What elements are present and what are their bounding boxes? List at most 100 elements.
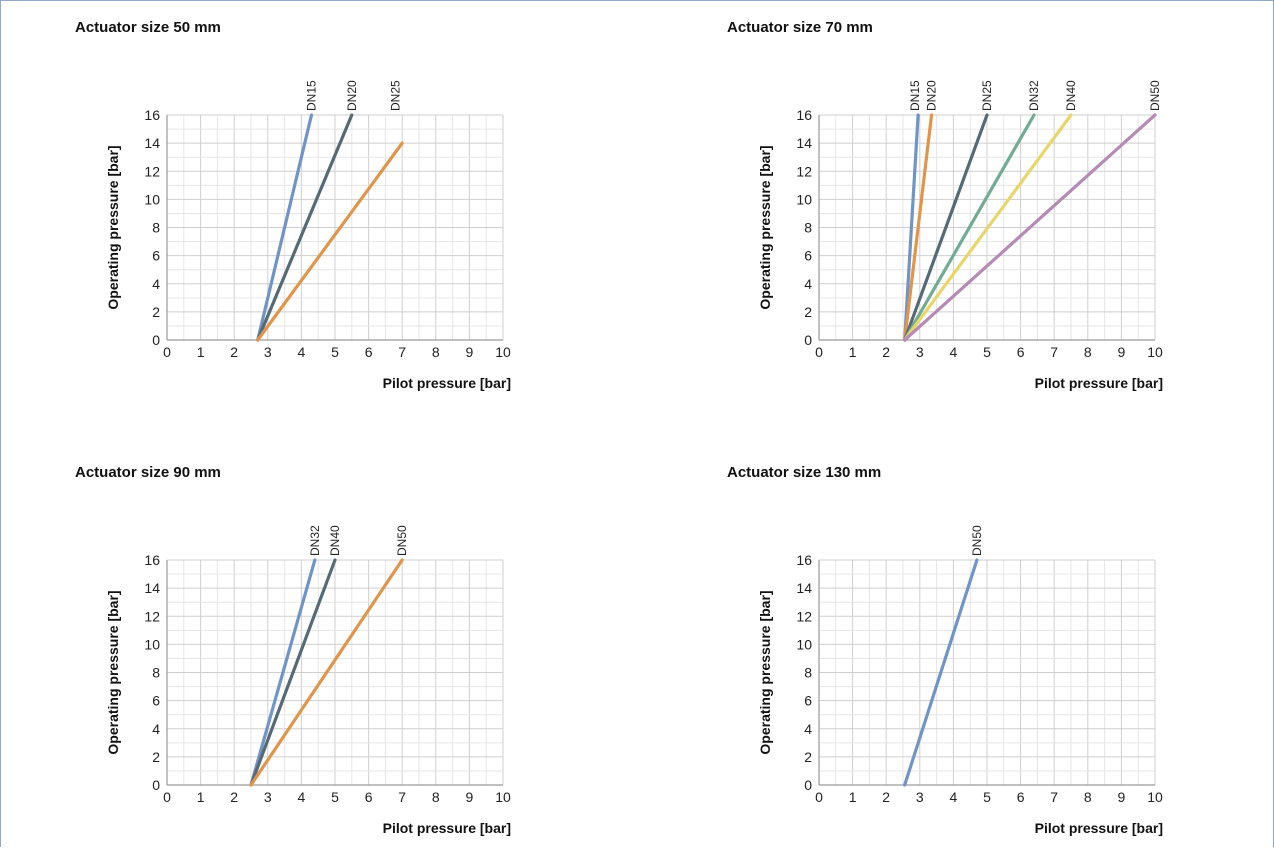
series-line-dn20 xyxy=(903,113,934,342)
y-tick-label: 10 xyxy=(796,191,812,207)
x-tick-label: 1 xyxy=(197,344,205,360)
y-tick-label: 6 xyxy=(804,248,812,264)
y-tick-label: 12 xyxy=(796,163,812,179)
series-line-dn40 xyxy=(249,558,337,787)
y-tick-label: 14 xyxy=(796,580,812,596)
series-label-dn25: DN25 xyxy=(980,80,994,111)
y-tick-label: 2 xyxy=(804,304,812,320)
y-tick-label: 0 xyxy=(804,332,812,348)
series-line-dn50 xyxy=(903,113,1157,342)
y-tick-label: 0 xyxy=(152,777,160,793)
x-axis-label: Pilot pressure [bar] xyxy=(383,820,511,836)
y-tick-label: 16 xyxy=(144,107,160,123)
x-tick-label: 3 xyxy=(916,789,924,805)
x-tick-label: 9 xyxy=(466,344,474,360)
y-tick-label: 14 xyxy=(144,135,160,151)
series-label-dn15: DN15 xyxy=(304,80,318,111)
series-label-dn40: DN40 xyxy=(1064,80,1078,111)
chart-title: Actuator size 130 mm xyxy=(727,464,882,481)
x-tick-label: 1 xyxy=(849,344,857,360)
x-tick-label: 5 xyxy=(331,789,339,805)
y-tick-label: 8 xyxy=(804,665,812,681)
x-tick-label: 9 xyxy=(1118,344,1126,360)
x-tick-label: 9 xyxy=(1118,789,1126,805)
y-tick-label: 16 xyxy=(144,552,160,568)
y-tick-label: 0 xyxy=(804,777,812,793)
x-tick-label: 8 xyxy=(1084,344,1092,360)
x-axis-label: Pilot pressure [bar] xyxy=(1035,820,1163,836)
y-tick-label: 8 xyxy=(152,220,160,236)
x-tick-label: 4 xyxy=(950,344,958,360)
series-line-dn50 xyxy=(249,558,404,787)
series-label-dn20: DN20 xyxy=(925,80,939,111)
series-line-dn32 xyxy=(249,558,317,787)
y-tick-label: 10 xyxy=(796,636,812,652)
y-tick-label: 12 xyxy=(796,608,812,624)
x-tick-label: 4 xyxy=(298,789,306,805)
x-tick-label: 7 xyxy=(398,344,406,360)
chart-panel-130mm: Actuator size 130 mm 0 1 2 3 4 5 6 7 8 9 10 0 2 4 6 8 10… xyxy=(653,446,1273,866)
x-tick-label: 2 xyxy=(230,789,238,805)
x-tick-label: 4 xyxy=(950,789,958,805)
x-tick-label: 6 xyxy=(365,344,373,360)
x-tick-label: 9 xyxy=(466,789,474,805)
series-label-dn50: DN50 xyxy=(395,525,409,556)
y-tick-label: 2 xyxy=(152,304,160,320)
x-tick-label: 3 xyxy=(916,344,924,360)
y-tick-label: 16 xyxy=(796,107,812,123)
series-label-dn50: DN50 xyxy=(1148,80,1162,111)
series-line-dn40 xyxy=(903,113,1073,342)
x-tick-label: 0 xyxy=(163,344,171,360)
y-tick-label: 6 xyxy=(804,693,812,709)
series-label-dn20: DN20 xyxy=(345,80,359,111)
series-label-dn40: DN40 xyxy=(328,525,342,556)
y-tick-label: 6 xyxy=(152,693,160,709)
series-line-dn32 xyxy=(903,113,1036,342)
series-label-dn50: DN50 xyxy=(970,525,984,556)
y-tick-label: 2 xyxy=(804,749,812,765)
x-tick-label: 7 xyxy=(1050,344,1058,360)
y-tick-label: 8 xyxy=(152,665,160,681)
x-tick-label: 0 xyxy=(163,789,171,805)
x-tick-label: 5 xyxy=(983,344,991,360)
y-tick-label: 4 xyxy=(804,721,812,737)
y-tick-label: 14 xyxy=(796,135,812,151)
x-tick-label: 6 xyxy=(1017,789,1025,805)
y-tick-label: 10 xyxy=(144,191,160,207)
chart-frame: Actuator size 50 mm 0 1 2 3 4 5 6 7 8 9 10 0 2 4 6 8 10 1… xyxy=(0,0,1274,847)
series-line-dn20 xyxy=(256,113,354,342)
x-tick-label: 10 xyxy=(1147,789,1163,805)
x-tick-label: 2 xyxy=(230,344,238,360)
x-tick-label: 7 xyxy=(398,789,406,805)
y-tick-label: 6 xyxy=(152,248,160,264)
x-tick-label: 5 xyxy=(983,789,991,805)
x-tick-label: 1 xyxy=(197,789,205,805)
y-tick-label: 14 xyxy=(144,580,160,596)
x-tick-label: 10 xyxy=(1147,344,1163,360)
series-line-dn15 xyxy=(903,113,920,342)
series-label-dn15: DN15 xyxy=(908,80,922,111)
x-tick-label: 8 xyxy=(1084,789,1092,805)
x-tick-label: 8 xyxy=(432,344,440,360)
x-tick-label: 3 xyxy=(264,344,272,360)
y-axis-label: Operating pressure [bar] xyxy=(757,590,773,754)
series-line-dn25 xyxy=(903,113,989,342)
x-tick-label: 6 xyxy=(365,789,373,805)
y-axis-label: Operating pressure [bar] xyxy=(757,145,773,309)
chart-title: Actuator size 70 mm xyxy=(727,19,873,36)
y-axis-label: Operating pressure [bar] xyxy=(105,590,121,754)
series-line-dn15 xyxy=(256,113,314,342)
x-tick-label: 10 xyxy=(495,789,511,805)
chart-panel-70mm: Actuator size 70 mm 0 1 2 3 4 5 6 7 8 9 10 0 2 4 6 8 10 1… xyxy=(653,1,1273,421)
series-label-dn32: DN32 xyxy=(1027,80,1041,111)
x-tick-label: 10 xyxy=(495,344,511,360)
x-axis-label: Pilot pressure [bar] xyxy=(1035,375,1163,391)
y-tick-label: 10 xyxy=(144,636,160,652)
chart-title: Actuator size 90 mm xyxy=(75,464,221,481)
chart-title: Actuator size 50 mm xyxy=(75,19,221,36)
x-tick-label: 3 xyxy=(264,789,272,805)
x-axis-label: Pilot pressure [bar] xyxy=(383,375,511,391)
